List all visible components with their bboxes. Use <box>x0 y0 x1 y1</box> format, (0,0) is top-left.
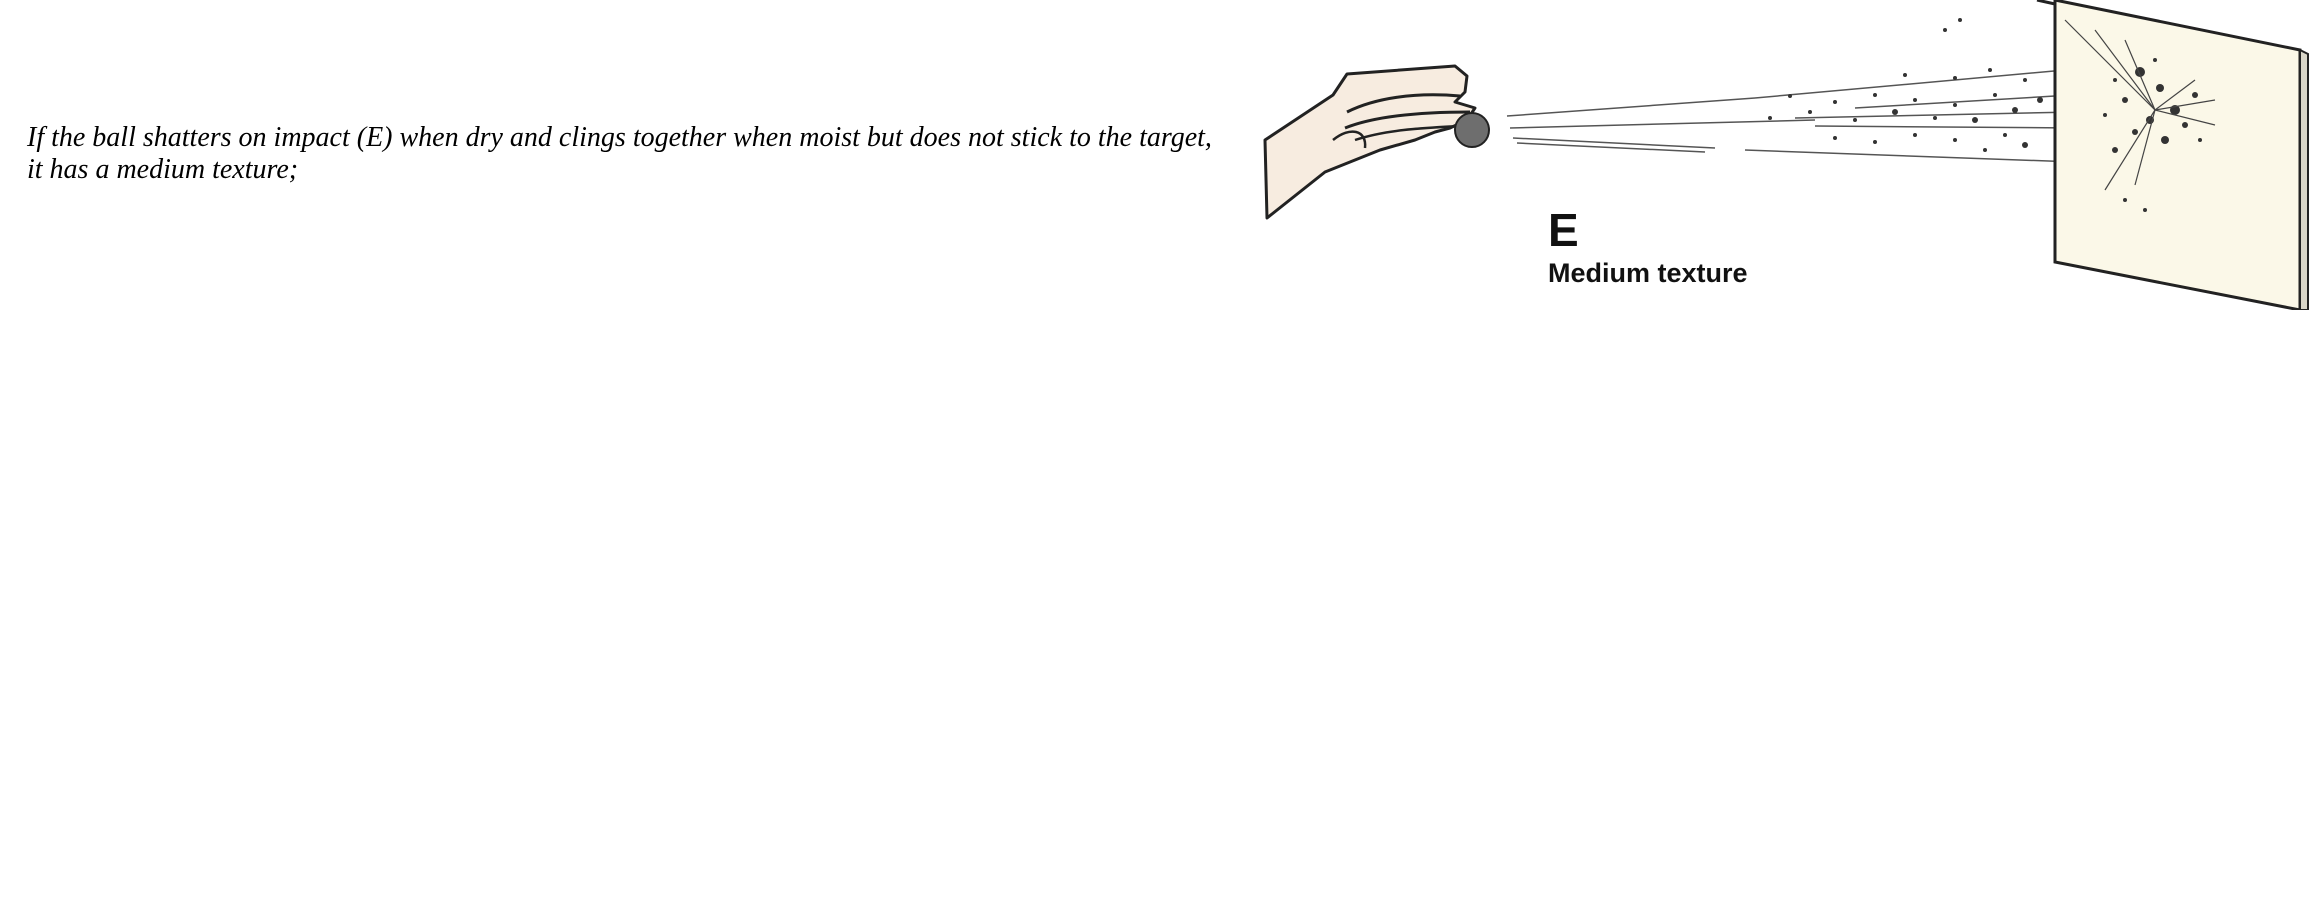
impact-rays <box>2064 19 2216 191</box>
medium-texture-illustration: E Medium texture <box>1255 0 2310 310</box>
soil-ball <box>1454 112 1490 148</box>
shatter-particles <box>1768 18 2202 212</box>
target-wall <box>2036 0 2309 310</box>
figure-letter: E <box>1548 204 1579 256</box>
figure-label: Medium texture <box>1548 258 1748 288</box>
hand-icon <box>1263 64 1477 220</box>
caption-text: If the ball shatters on impact (E) when … <box>27 122 1212 185</box>
